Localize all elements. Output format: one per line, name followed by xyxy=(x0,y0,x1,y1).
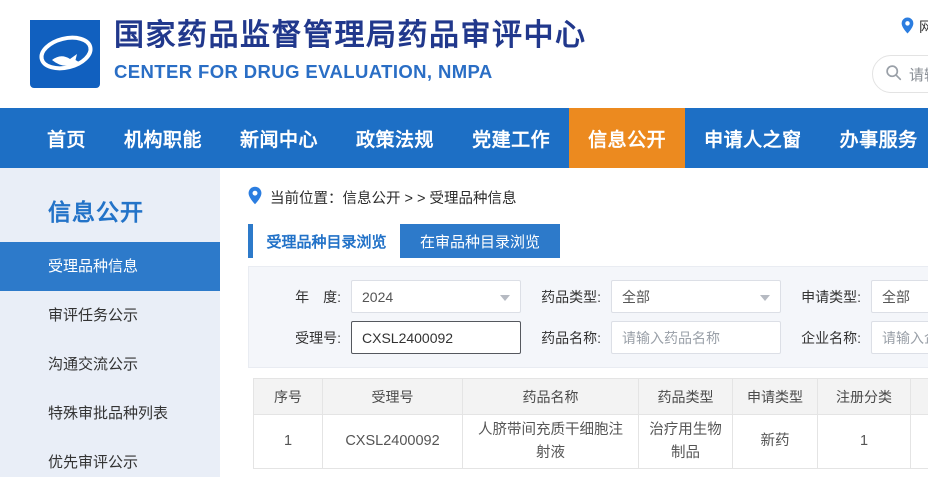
filter-row-2: 受理号: 药品名称: 企业名称: xyxy=(249,321,928,354)
nav-item-services[interactable]: 办事服务 xyxy=(839,129,918,151)
chevron-down-icon xyxy=(500,295,510,301)
site-search[interactable]: 请输入关键字 xyxy=(872,55,928,93)
col-header-index: 序号 xyxy=(253,378,323,415)
site-map-label: 网站地图 xyxy=(919,19,928,35)
search-icon xyxy=(885,64,902,85)
tab-under-review-catalog[interactable]: 在审品种目录浏览 xyxy=(419,233,540,251)
sidebar-item-communication[interactable]: 沟通交流公示 xyxy=(48,356,139,373)
cell-apply-type: 新药 xyxy=(732,414,818,469)
sidebar-item-review-tasks[interactable]: 审评任务公示 xyxy=(48,307,139,324)
cell-extra xyxy=(910,414,928,469)
cell-acceptance-no: CXSL2400092 xyxy=(322,414,463,469)
sidebar-item-priority-review[interactable]: 优先审评公示 xyxy=(48,454,139,471)
sidebar-title: 信息公开 xyxy=(48,199,144,225)
site-title-en: CENTER FOR DRUG EVALUATION, NMPA xyxy=(114,60,493,82)
site-title-cn: 国家药品监督管理局药品审评中心 xyxy=(114,19,587,52)
nav-item-news[interactable]: 新闻中心 xyxy=(240,129,319,151)
cell-drug-type: 治疗用生物制品 xyxy=(638,414,733,469)
table-row: 1 CXSL2400092 人脐带间充质干细胞注射液 治疗用生物制品 新药 1 xyxy=(253,414,928,469)
chevron-down-icon xyxy=(760,295,770,301)
content-area: 信息公开 受理品种信息 审评任务公示 沟通交流公示 特殊审批品种列表 优先审评公… xyxy=(0,168,928,477)
company-name-label: 企业名称: xyxy=(801,329,861,346)
col-header-drug-type: 药品类型 xyxy=(638,378,733,415)
main-nav: 首页 机构职能 新闻中心 政策法规 党建工作 信息公开 申请人之窗 办事服务 xyxy=(0,108,928,168)
apply-type-select[interactable]: 全部 xyxy=(871,280,928,313)
year-label: 年 度: xyxy=(295,288,341,305)
nav-item-applicant-window[interactable]: 申请人之窗 xyxy=(704,129,802,151)
sidebar: 信息公开 受理品种信息 审评任务公示 沟通交流公示 特殊审批品种列表 优先审评公… xyxy=(0,168,220,477)
drug-type-label: 药品类型: xyxy=(541,288,601,305)
site-header: 国家药品监督管理局药品审评中心 CENTER FOR DRUG EVALUATI… xyxy=(0,0,928,108)
table-header-row: 序号 受理号 药品名称 药品类型 申请类型 注册分类 xyxy=(253,378,928,415)
year-select[interactable]: 2024 xyxy=(351,280,521,313)
col-header-acceptance-no: 受理号 xyxy=(322,378,463,415)
sidebar-item-special-approval[interactable]: 特殊审批品种列表 xyxy=(48,405,169,422)
tab-bar: 受理品种目录浏览 在审品种目录浏览 xyxy=(248,224,560,258)
filter-panel: 年 度: 2024 药品类型: 全部 申请类型: 全部 xyxy=(248,266,928,368)
apply-type-select-value: 全部 xyxy=(882,288,910,305)
col-header-drug-name: 药品名称 xyxy=(462,378,639,415)
nav-item-party[interactable]: 党建工作 xyxy=(472,129,551,151)
nav-item-functions[interactable]: 机构职能 xyxy=(124,129,203,151)
col-header-extra xyxy=(910,378,928,415)
cell-registration-class: 1 xyxy=(817,414,911,469)
drug-type-select-value: 全部 xyxy=(622,288,650,305)
acceptance-no-label: 受理号: xyxy=(295,329,341,346)
nav-item-info-disclosure[interactable]: 信息公开 xyxy=(569,108,686,168)
nav-item-policies[interactable]: 政策法规 xyxy=(356,129,435,151)
breadcrumb-text: 当前位置：信息公开 > > 受理品种信息 xyxy=(270,190,517,207)
drug-name-label: 药品名称: xyxy=(541,329,601,346)
sidebar-item-accepted-varieties[interactable]: 受理品种信息 xyxy=(0,242,220,291)
main-panel: 当前位置：信息公开 > > 受理品种信息 受理品种目录浏览 在审品种目录浏览 年… xyxy=(220,168,928,477)
acceptance-no-input[interactable] xyxy=(351,321,521,354)
apply-type-label: 申请类型: xyxy=(801,288,861,305)
drug-name-input[interactable] xyxy=(611,321,781,354)
col-header-apply-type: 申请类型 xyxy=(732,378,818,415)
year-select-value: 2024 xyxy=(362,288,394,305)
results-table: 序号 受理号 药品名称 药品类型 申请类型 注册分类 1 CXSL2400092… xyxy=(253,378,928,469)
cell-drug-name: 人脐带间充质干细胞注射液 xyxy=(462,414,639,469)
filter-row-1: 年 度: 2024 药品类型: 全部 申请类型: 全部 xyxy=(249,280,928,313)
site-map-link[interactable]: 网站地图 xyxy=(901,17,928,37)
drug-type-select[interactable]: 全部 xyxy=(611,280,781,313)
tab-accepted-catalog[interactable]: 受理品种目录浏览 xyxy=(253,224,400,258)
location-pin-icon xyxy=(901,17,914,37)
breadcrumb-pin-icon xyxy=(248,186,262,209)
breadcrumb: 当前位置：信息公开 > > 受理品种信息 xyxy=(248,186,928,208)
nav-item-home[interactable]: 首页 xyxy=(47,129,87,151)
company-name-input[interactable] xyxy=(871,321,928,354)
site-titles: 国家药品监督管理局药品审评中心 CENTER FOR DRUG EVALUATI… xyxy=(114,19,587,83)
cell-index: 1 xyxy=(253,414,323,469)
cde-logo[interactable] xyxy=(30,20,100,88)
search-placeholder: 请输入关键字 xyxy=(909,66,928,84)
col-header-registration-class: 注册分类 xyxy=(817,378,911,415)
